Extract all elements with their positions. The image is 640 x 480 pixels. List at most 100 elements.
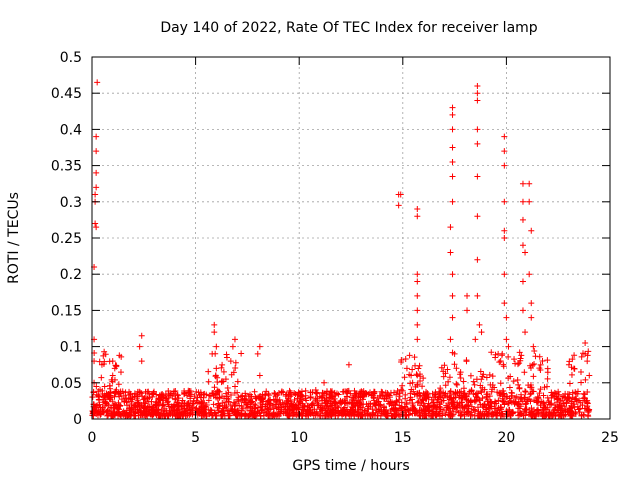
data-point <box>264 400 271 407</box>
data-point <box>231 390 238 397</box>
data-point <box>489 386 496 393</box>
data-point <box>286 403 293 410</box>
data-point <box>238 393 245 400</box>
data-point <box>345 361 352 368</box>
data-point <box>291 409 298 416</box>
data-point <box>348 409 355 416</box>
data-point <box>425 400 432 407</box>
data-point <box>333 390 340 397</box>
data-point <box>486 371 493 378</box>
data-point <box>278 389 285 396</box>
data-point <box>533 399 540 406</box>
data-point <box>489 373 496 380</box>
data-point <box>354 408 361 415</box>
data-point <box>505 353 512 360</box>
data-point <box>474 394 481 401</box>
data-point <box>582 376 589 383</box>
data-point <box>171 401 178 408</box>
data-point <box>555 388 562 395</box>
data-point <box>544 375 551 382</box>
data-point <box>232 400 239 407</box>
data-point <box>101 348 108 355</box>
data-point <box>554 396 561 403</box>
data-point <box>514 376 521 383</box>
data-point <box>263 388 270 395</box>
data-point <box>215 388 222 395</box>
data-point <box>401 374 408 381</box>
data-point <box>488 349 495 356</box>
data-point <box>278 408 285 415</box>
data-point <box>393 398 400 405</box>
data-point <box>568 364 575 371</box>
data-point <box>454 389 461 396</box>
data-point <box>556 391 563 398</box>
data-point <box>460 390 467 397</box>
data-point <box>534 398 541 405</box>
data-point <box>227 358 234 365</box>
data-point <box>529 361 536 368</box>
data-point <box>115 391 122 398</box>
data-point <box>470 378 477 385</box>
data-point <box>158 407 165 414</box>
data-point <box>93 169 100 176</box>
data-point <box>530 388 537 395</box>
data-point <box>484 396 491 403</box>
data-point <box>449 158 456 165</box>
data-point <box>493 400 500 407</box>
data-point <box>355 412 362 419</box>
data-point <box>530 343 537 350</box>
data-point <box>109 372 116 379</box>
data-point <box>536 390 543 397</box>
data-point <box>463 395 470 402</box>
data-point <box>494 413 501 420</box>
data-point <box>464 292 471 299</box>
data-point <box>357 389 364 396</box>
y-tick-label: 0 <box>73 412 82 428</box>
data-point <box>245 393 252 400</box>
data-point <box>480 404 487 411</box>
data-point <box>402 403 409 410</box>
data-point <box>540 392 547 399</box>
data-point <box>244 401 251 408</box>
data-point <box>256 343 263 350</box>
data-point <box>138 358 145 365</box>
data-point <box>198 412 205 419</box>
data-point <box>161 405 168 412</box>
data-point <box>585 407 592 414</box>
data-point <box>219 361 226 368</box>
data-point <box>519 307 526 314</box>
data-point <box>93 224 100 231</box>
data-point <box>527 391 534 398</box>
data-point <box>107 404 114 411</box>
data-point <box>496 359 503 366</box>
data-point <box>115 381 122 388</box>
data-point <box>100 352 107 359</box>
data-point <box>198 391 205 398</box>
data-point <box>343 393 350 400</box>
data-point <box>251 388 258 395</box>
data-point <box>543 383 550 390</box>
data-point <box>447 249 454 256</box>
data-point <box>424 390 431 397</box>
data-point <box>414 321 421 328</box>
data-point <box>516 360 523 367</box>
data-point <box>521 369 528 376</box>
data-point <box>447 408 454 415</box>
data-point <box>351 397 358 404</box>
data-point <box>417 402 424 409</box>
data-point <box>501 401 508 408</box>
data-point <box>94 79 101 86</box>
data-point <box>528 412 535 419</box>
data-point <box>499 350 506 357</box>
data-point <box>473 397 480 404</box>
data-point <box>224 385 231 392</box>
data-point <box>545 397 552 404</box>
data-point <box>159 396 166 403</box>
data-point <box>449 198 456 205</box>
data-point <box>407 394 414 401</box>
data-point <box>460 378 467 385</box>
data-point <box>437 385 444 392</box>
data-point <box>232 359 239 366</box>
data-point <box>164 398 171 405</box>
data-point <box>387 398 394 405</box>
